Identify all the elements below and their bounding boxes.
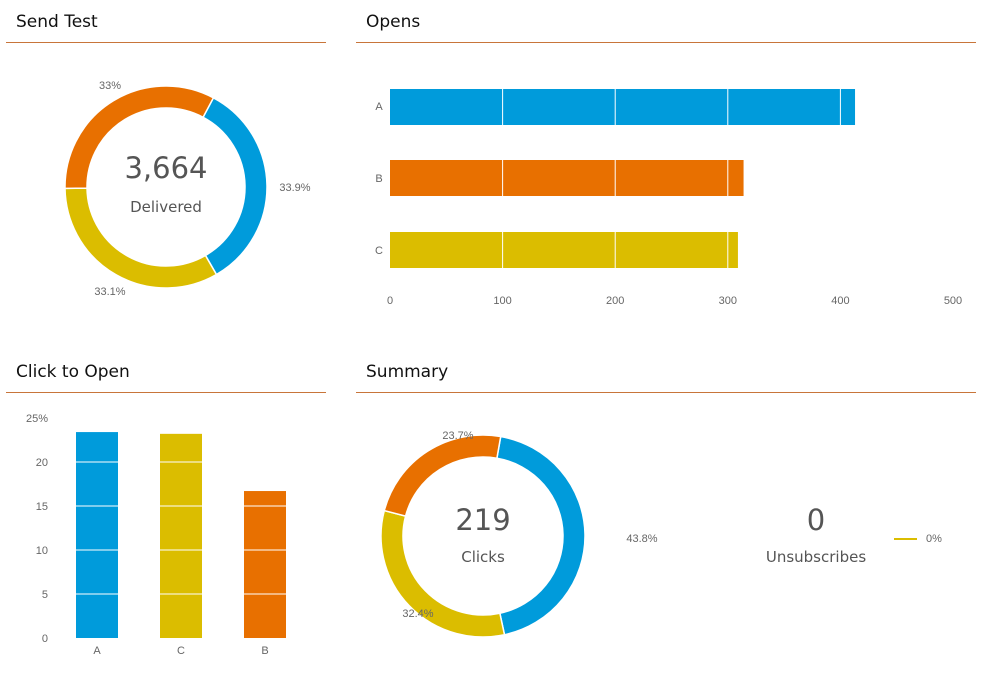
panel-title: Send Test (16, 12, 98, 32)
slice-label: 43.8% (626, 533, 657, 545)
summary-donut-chart: 219 Clicks 43.8% 32.4% 23.7% 0 Unsubscri… (380, 430, 942, 638)
divider (6, 42, 326, 43)
y-tick-label: 20 (36, 457, 48, 469)
panel-title: Click to Open (16, 362, 130, 382)
donut-slice[interactable] (383, 434, 502, 518)
click-to-open-bar-chart: 0 5 10 15 20 25% A C B (26, 413, 286, 657)
x-tick-label: 500 (944, 295, 962, 307)
bar[interactable] (390, 160, 744, 196)
category-label: C (375, 245, 383, 257)
donut-slice[interactable] (64, 85, 215, 190)
category-label: A (93, 645, 101, 657)
bar[interactable] (160, 433, 202, 638)
slice-label: 33.9% (279, 182, 310, 194)
clicks-value: 219 (455, 503, 510, 537)
category-label: C (177, 645, 185, 657)
send-test-panel: Send Test 3,664 Delivered 33.9% 33.1% 33… (6, 0, 326, 330)
x-tick-label: 100 (493, 295, 511, 307)
bar[interactable] (76, 432, 118, 638)
category-label: B (261, 645, 268, 657)
x-tick-label: 0 (387, 295, 393, 307)
category-label: B (375, 173, 382, 185)
slice-label: 33% (99, 80, 121, 92)
opens-bar-chart: A B C 0 100 200 300 400 500 (375, 89, 962, 307)
click-to-open-panel: Click to Open 0 5 10 15 20 25% A C B (6, 350, 326, 680)
delivered-label: Delivered (130, 198, 202, 216)
x-tick-label: 400 (831, 295, 849, 307)
x-tick-label: 300 (719, 295, 737, 307)
delivered-value: 3,664 (124, 151, 207, 185)
slice-label: 32.4% (402, 608, 433, 620)
divider (6, 392, 326, 393)
panel-title: Summary (366, 362, 449, 382)
slice-label: 33.1% (94, 286, 125, 298)
send-test-donut-chart: 3,664 Delivered 33.9% 33.1% 33% (64, 80, 311, 298)
opens-panel: Opens A B C 0 100 200 300 400 500 (356, 0, 976, 330)
divider (356, 392, 976, 393)
legend-label: 0% (926, 533, 942, 545)
y-tick-label: 5 (42, 589, 48, 601)
unsubscribes-label: Unsubscribes (766, 548, 866, 566)
panel-title: Opens (366, 12, 421, 32)
donut-slice[interactable] (202, 96, 268, 276)
bar[interactable] (390, 232, 738, 268)
category-label: A (375, 101, 383, 113)
summary-panel: Summary 219 Clicks 43.8% 32.4% 23.7% 0 U… (356, 350, 976, 680)
bar[interactable] (244, 491, 286, 638)
y-tick-label: 10 (36, 545, 48, 557)
unsubscribes-value: 0 (807, 503, 825, 537)
y-tick-label: 15 (36, 501, 48, 513)
divider (356, 42, 976, 43)
bar[interactable] (390, 89, 856, 125)
y-tick-label: 25% (26, 413, 48, 425)
y-tick-label: 0 (42, 633, 48, 645)
x-tick-label: 200 (606, 295, 624, 307)
clicks-label: Clicks (461, 548, 505, 566)
slice-label: 23.7% (442, 430, 473, 442)
